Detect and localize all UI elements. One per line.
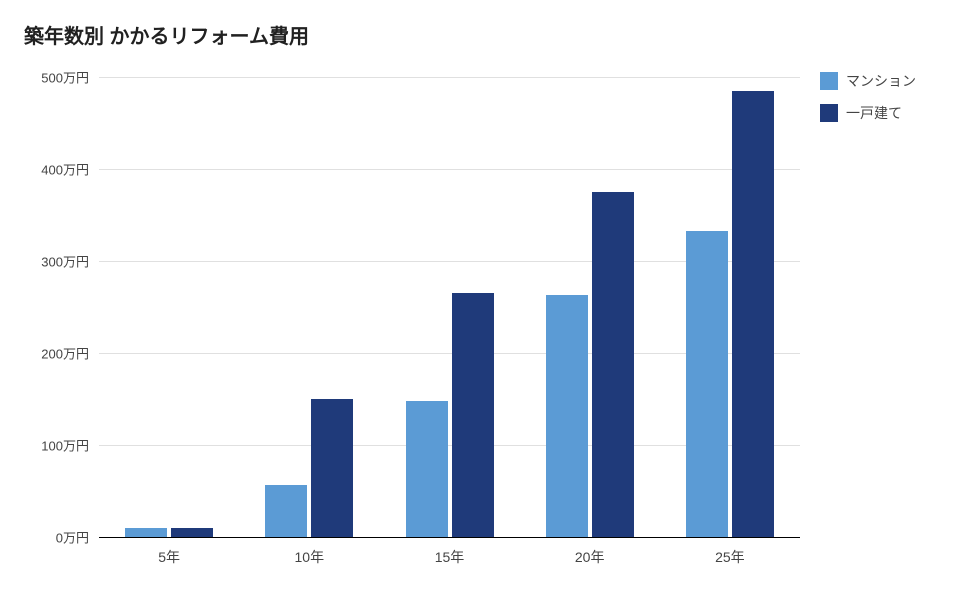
legend-item: マンション [820, 71, 930, 91]
y-tick-label: 500万円 [41, 68, 89, 87]
bars-layer [99, 77, 800, 537]
bar [546, 295, 588, 537]
bar [125, 528, 167, 537]
baseline [99, 537, 800, 538]
legend-swatch [820, 104, 838, 122]
y-tick-label: 0万円 [56, 528, 89, 547]
bar [406, 401, 448, 537]
chart-title: 築年数別 かかるリフォーム費用 [24, 20, 930, 49]
bar [592, 192, 634, 537]
plot-inner: 0万円100万円200万円300万円400万円500万円5年10年15年20年2… [99, 77, 800, 537]
bar [452, 293, 494, 537]
x-tick-label: 5年 [158, 547, 180, 567]
bar-group [520, 77, 660, 537]
legend: マンション一戸建て [820, 67, 930, 577]
bar [171, 528, 213, 537]
bar-group [379, 77, 519, 537]
bar [732, 91, 774, 537]
y-tick-label: 400万円 [41, 160, 89, 179]
bar [311, 399, 353, 537]
legend-item: 一戸建て [820, 103, 930, 123]
legend-label: 一戸建て [846, 103, 902, 123]
bar-group [660, 77, 800, 537]
bar [686, 231, 728, 537]
y-tick-label: 300万円 [41, 252, 89, 271]
x-tick-label: 10年 [295, 547, 325, 567]
bar-group [239, 77, 379, 537]
x-tick-label: 25年 [715, 547, 745, 567]
bar-group [99, 77, 239, 537]
x-tick-label: 15年 [435, 547, 465, 567]
y-tick-label: 100万円 [41, 436, 89, 455]
chart-wrapper: 0万円 100万円 200万円 300万円 400万円 500万円 5年 10年 15年 20年 2… [24, 67, 930, 577]
x-tick-label: 20年 [575, 547, 605, 567]
bar [265, 485, 307, 537]
y-tick-label: 200万円 [41, 344, 89, 363]
legend-swatch [820, 72, 838, 90]
legend-label: マンション [846, 71, 916, 91]
plot-area: 0万円 100万円 200万円 300万円 400万円 500万円 5年 10年 15年 20年 2… [24, 67, 808, 577]
